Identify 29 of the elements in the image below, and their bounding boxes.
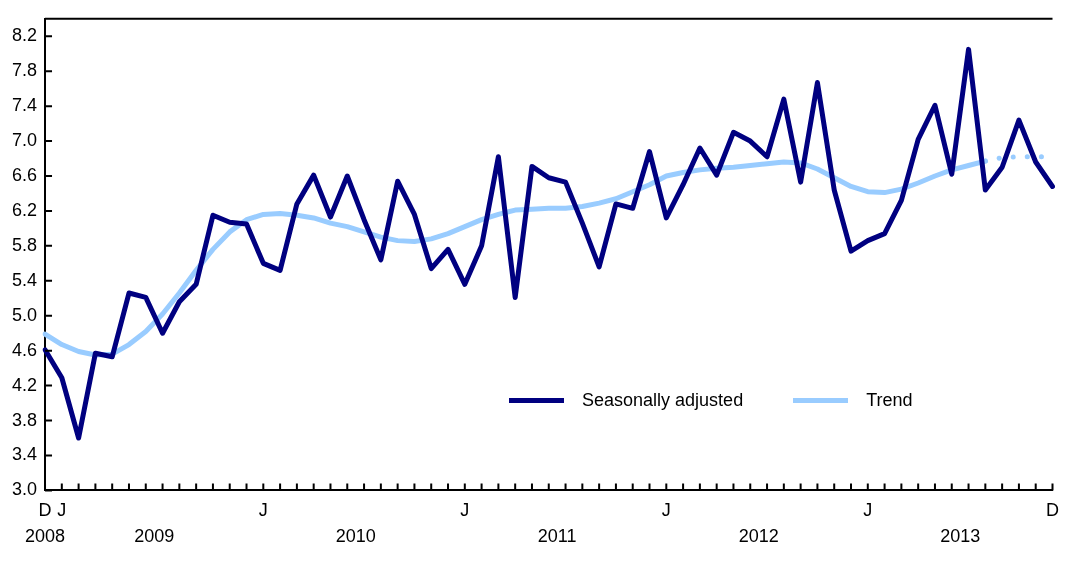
x-tick-label: J [661,500,671,521]
x-tick-label: J [460,500,470,521]
y-tick-label: 3.8 [11,409,38,430]
y-tick-label: 7.0 [11,130,38,151]
y-tick-label: 8.2 [11,25,38,46]
x-tick-label: D [38,500,52,521]
y-tick-label: 5.4 [11,269,38,290]
y-tick-label: 3.0 [11,479,38,500]
x-tick-label: J [863,500,873,521]
y-tick-label: 4.6 [11,339,38,360]
y-tick-label: 3.4 [11,444,38,465]
y-tick-label: 6.6 [11,164,38,185]
y-tick-label: 7.8 [11,60,38,81]
x-tick-label: J [57,500,67,521]
legend-label: Trend [866,390,913,412]
x-tick-label: J [258,500,268,521]
legend-label: Seasonally adjusted [582,390,744,412]
text: 2013 [940,526,981,547]
y-tick-label: 5.8 [11,234,38,255]
text: 2010 [335,526,376,547]
text: 2011 [537,526,577,547]
y-tick-label: 5.0 [11,304,38,325]
y-tick-label: 4.2 [11,374,38,395]
text: 2012 [738,526,779,547]
y-tick-label: 6.2 [11,199,38,220]
y-tick-label: 7.4 [11,95,38,116]
x-tick-label: D [1046,500,1059,521]
text: 2009 [134,526,175,547]
text: 2008 [25,526,66,547]
